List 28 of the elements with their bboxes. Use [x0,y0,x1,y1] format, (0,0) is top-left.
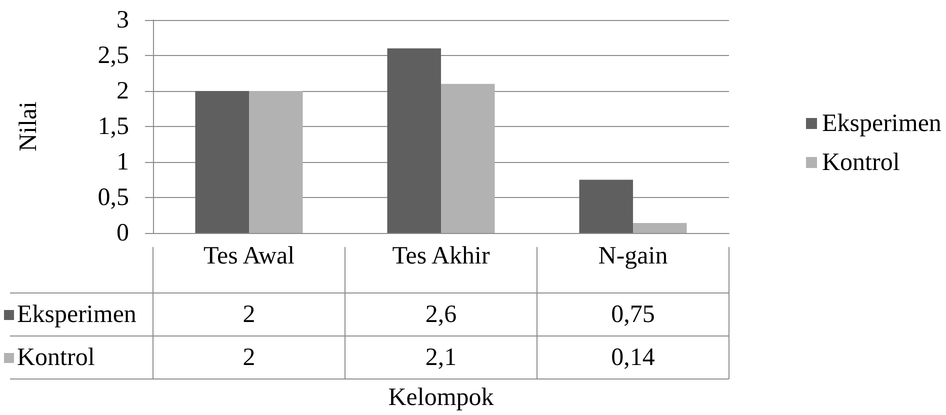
x-axis-title: Kelompok [388,384,494,411]
legend-label: Eksperimen [17,301,137,328]
data-label: 0,75 [611,301,655,328]
bar [249,91,303,233]
bar [441,84,495,233]
y-tick-label: 2,5 [98,42,129,69]
bar [579,180,633,233]
x-tick-label: Tes Akhir [392,242,490,270]
y-tick-label: 0,5 [98,184,129,211]
y-tick-label: 0 [116,220,129,246]
bar [633,223,687,233]
y-tick-label: 1,5 [98,113,129,140]
y-tick-label: 3 [116,6,129,34]
x-tick-label: Tes Awal [203,242,295,270]
x-tick-label: N-gain [598,242,668,270]
data-label: 0,14 [611,344,656,371]
y-tick-label: 2 [116,78,129,104]
text: Kontrol [17,344,95,371]
y-axis-title: Nilai [15,101,42,152]
data-label: 2 [242,344,256,371]
bar [387,48,441,233]
text: Eksperimen [822,110,942,137]
data-label: 2,1 [425,344,457,371]
legend-label: Kontrol [822,149,900,176]
data-label: 2,6 [425,301,457,328]
data-label: 2 [242,301,256,328]
bar [195,91,249,233]
y-tick-label: 1 [116,148,129,176]
